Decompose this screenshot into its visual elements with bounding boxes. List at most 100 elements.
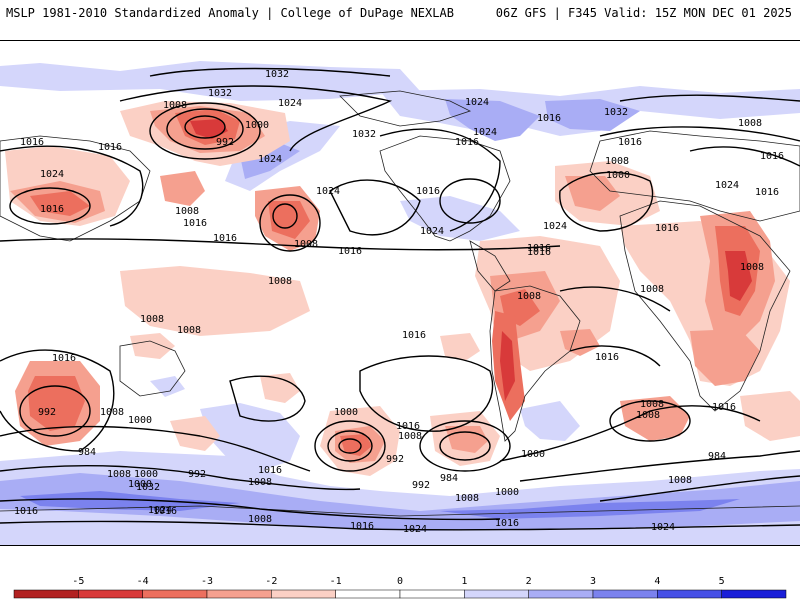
isobar-labels: 1032 1032 1024 1008 1000 992 1016 1016 1… — [14, 69, 784, 535]
isobar-label: 1024 — [258, 154, 282, 165]
isobar-label: 1032 — [352, 129, 376, 140]
isobar-label: 1024 — [715, 180, 739, 191]
isobar-label: 1016 — [527, 243, 551, 254]
colorbar-tick-label: -3 — [201, 576, 213, 587]
coastlines — [0, 90, 800, 517]
colorbar-tick-label: 5 — [719, 576, 725, 587]
isobar-label: 1000 — [334, 407, 358, 418]
colorbar-tick-label: 0 — [397, 576, 403, 587]
isobar-label: 984 — [708, 451, 726, 462]
isobar-label: 1016 — [396, 421, 420, 432]
model-run-info: 06Z GFS | F345 Valid: 15Z MON DEC 01 202… — [495, 6, 792, 20]
isobar-label: 1016 — [14, 506, 38, 517]
isobar-label: 1008 — [248, 514, 272, 525]
isobar-label: 1016 — [183, 218, 207, 229]
isobar-label: 1008 — [294, 239, 318, 250]
colorbar-tick-label: -1 — [330, 576, 342, 587]
isobar-label: 1032 — [265, 69, 289, 80]
isobar-label: 1008 — [177, 325, 201, 336]
isobar-label: 1008 — [268, 276, 292, 287]
isobar-label: 1000 — [128, 415, 152, 426]
isobar-label: 1024 — [420, 226, 444, 237]
isobar-label: 1024 — [403, 524, 427, 535]
negative-anomaly-shading — [5, 101, 800, 476]
isobar-label: 1008 — [398, 431, 422, 442]
colorbar-swatches — [13, 589, 787, 599]
colorbar-swatch — [399, 589, 465, 599]
isobar-label: 1024 — [278, 98, 302, 109]
colorbar-swatch — [721, 589, 787, 599]
anomaly-map: 1032 1032 1024 1008 1000 992 1016 1016 1… — [0, 40, 800, 546]
isobar-label: 1016 — [402, 330, 426, 341]
isobar-label: 1024 — [316, 186, 340, 197]
isobar-label: 1032 — [208, 88, 232, 99]
isobar-label: 1016 — [153, 506, 177, 517]
isobar-label: 1008 — [163, 100, 187, 111]
colorbar-swatch — [464, 589, 529, 599]
isobar-label: 1024 — [651, 522, 675, 533]
colorbar-legend: -5 -4 -3 -2 -1 0 1 2 3 4 5 — [0, 570, 800, 600]
colorbar-swatch — [78, 589, 143, 599]
isobar-label: 1016 — [20, 137, 44, 148]
colorbar-tick-label: 1 — [461, 576, 467, 587]
isobar-label: 1032 — [136, 482, 160, 493]
isobar-label: 1008 — [455, 493, 479, 504]
colorbar-tick-label: -4 — [137, 576, 149, 587]
isobar-label: 1008 — [107, 469, 131, 480]
isobar-label: 1024 — [473, 127, 497, 138]
colorbar-tick-label: -5 — [72, 576, 84, 587]
colorbar-tick-label: 2 — [526, 576, 532, 587]
isobar-label: 1016 — [338, 246, 362, 257]
colorbar-ticks: -5 -4 -3 -2 -1 0 1 2 3 4 5 — [72, 576, 724, 587]
isobar-label: 1008 — [517, 291, 541, 302]
isobar-label: 1016 — [712, 402, 736, 413]
isobar-label: 1024 — [543, 221, 567, 232]
isobar-label: 1008 — [640, 284, 664, 295]
colorbar-swatch — [206, 589, 272, 599]
isobar-label: 1016 — [258, 465, 282, 476]
isobar-label: 1024 — [148, 505, 172, 516]
colorbar-swatch — [13, 589, 79, 599]
isobar-label: 1016 — [595, 352, 619, 363]
isobar-label: 992 — [412, 480, 430, 491]
isobar-label: 1016 — [455, 137, 479, 148]
colorbar-tick-label: -2 — [265, 576, 277, 587]
isobar-label: 1008 — [175, 206, 199, 217]
isobar-label: 1000 — [521, 449, 545, 460]
isobar-label: 1000 — [245, 120, 269, 131]
isobar-label: 1016 — [213, 233, 237, 244]
title-bar: MSLP 1981-2010 Standardized Anomaly | Co… — [0, 0, 800, 30]
isobar-label: 1016 — [760, 151, 784, 162]
colorbar-swatch — [657, 589, 722, 599]
isobar-label: 1000 — [606, 170, 630, 181]
isobar-label: 1016 — [527, 247, 551, 258]
colorbar-swatch — [592, 589, 658, 599]
isobar-label: 1000 — [128, 479, 152, 490]
colorbar-swatch — [528, 589, 594, 599]
map-title: MSLP 1981-2010 Standardized Anomaly | Co… — [6, 6, 454, 20]
isobar-label: 992 — [188, 469, 206, 480]
isobar-label: 1016 — [618, 137, 642, 148]
isobar-label: 992 — [386, 454, 404, 465]
isobar-label: 1016 — [98, 142, 122, 153]
colorbar-tick-label: 3 — [590, 576, 596, 587]
map-canvas: 1032 1032 1024 1008 1000 992 1016 1016 1… — [0, 41, 800, 545]
isobar-label: 1008 — [738, 118, 762, 129]
colorbar-svg: -5 -4 -3 -2 -1 0 1 2 3 4 5 — [13, 576, 787, 599]
colorbar-swatch — [142, 589, 208, 599]
isobar-label: 1016 — [416, 186, 440, 197]
isobar-label: 1016 — [350, 521, 374, 532]
isobar-label: 992 — [38, 407, 56, 418]
isobar-label: 1008 — [100, 407, 124, 418]
isobar-label: 1008 — [640, 399, 664, 410]
isobar-label: 1024 — [465, 97, 489, 108]
isobar-label: 992 — [216, 137, 234, 148]
colorbar-swatch — [271, 589, 336, 599]
isobar-label: 984 — [78, 447, 96, 458]
isobar-label: 1000 — [134, 469, 158, 480]
colorbar-tick-label: 4 — [654, 576, 660, 587]
colorbar-swatch — [335, 589, 401, 599]
isobar-contours — [0, 67, 800, 531]
isobar-label: 1016 — [755, 187, 779, 198]
isobar-label: 1008 — [605, 156, 629, 167]
